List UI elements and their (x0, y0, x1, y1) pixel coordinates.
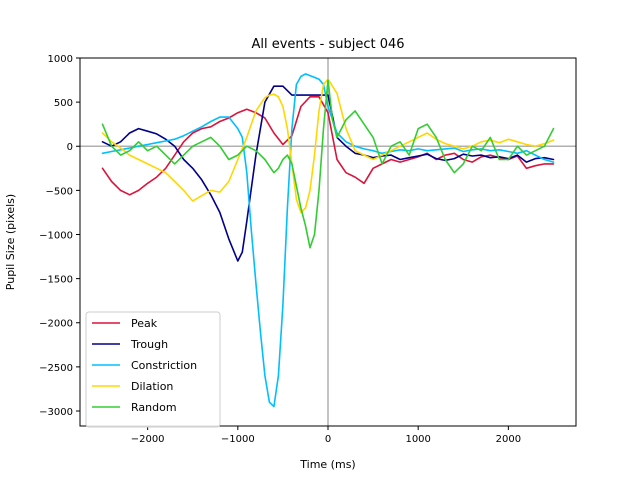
legend-label-peak: Peak (131, 317, 158, 330)
x-axis-label: Time (ms) (299, 458, 355, 471)
x-tick-label: 2000 (496, 434, 521, 445)
x-axis-ticks: −2000 −1000 0 1000 2000 (131, 426, 521, 445)
x-tick-label: −2000 (131, 434, 165, 445)
legend-label-random: Random (131, 401, 177, 414)
x-tick-label: 0 (325, 434, 331, 445)
chart-title: All events - subject 046 (251, 37, 404, 52)
y-axis-label: Pupil Size (pixels) (4, 194, 17, 290)
legend-label-trough: Trough (130, 338, 168, 351)
plot-area (79, 57, 577, 427)
y-tick-label: 1000 (48, 54, 73, 65)
y-tick-label: −1000 (39, 230, 73, 241)
legend-label-constriction: Constriction (131, 359, 197, 372)
y-tick-label: 0 (67, 142, 73, 153)
y-tick-label: −2500 (39, 363, 73, 374)
legend-label-dilation: Dilation (131, 380, 173, 393)
x-tick-label: 1000 (405, 434, 430, 445)
series-line-random (101, 79, 555, 249)
y-tick-label: −500 (46, 186, 73, 197)
y-tick-label: −3000 (39, 407, 73, 418)
series-lines (101, 73, 555, 408)
legend: Peak Trough Constriction Dilation Random (85, 311, 221, 428)
y-tick-label: −1500 (39, 275, 73, 286)
series-line-constriction (101, 73, 555, 408)
series-line-dilation (101, 78, 555, 214)
legend-box (85, 311, 221, 428)
series-line-trough (101, 85, 555, 262)
y-tick-label: −2000 (39, 319, 73, 330)
y-axis-ticks: 1000 500 0 −500 −1000 −1500 −2000 −2500 −3000 (39, 54, 80, 418)
x-tick-label: −1000 (221, 434, 255, 445)
y-tick-label: 500 (54, 98, 73, 109)
